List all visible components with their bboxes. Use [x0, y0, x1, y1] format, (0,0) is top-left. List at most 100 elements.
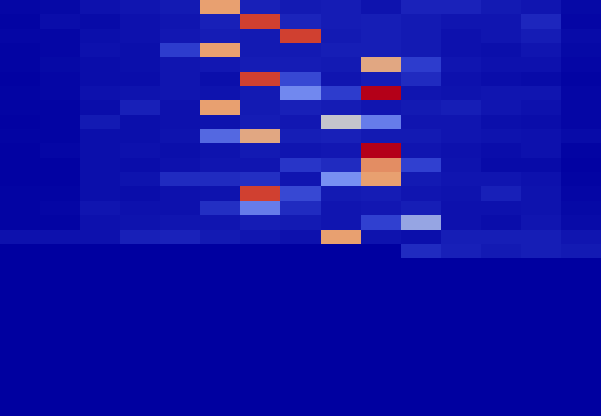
- heatmap-cell: [240, 43, 281, 58]
- heatmap-cell: [361, 301, 402, 316]
- heatmap-cell: [321, 330, 362, 345]
- heatmap-cell: [160, 129, 201, 144]
- heatmap-cell: [200, 273, 241, 288]
- heatmap-cell: [561, 330, 601, 345]
- heatmap-cell: [481, 344, 522, 359]
- heatmap-cell: [160, 244, 201, 259]
- heatmap-cell: [361, 100, 402, 115]
- heatmap-cell: [0, 100, 41, 115]
- heatmap-cell: [361, 172, 402, 187]
- heatmap-cell: [521, 186, 562, 201]
- heatmap-cell: [441, 387, 482, 402]
- heatmap-cell: [321, 14, 362, 29]
- heatmap-cell: [441, 215, 482, 230]
- heatmap-cell: [200, 115, 241, 130]
- heatmap-cell: [160, 14, 201, 29]
- heatmap-cell: [280, 330, 321, 345]
- heatmap-cell: [441, 86, 482, 101]
- heatmap-cell: [481, 387, 522, 402]
- heatmap-cell: [321, 316, 362, 331]
- heatmap-cell: [361, 143, 402, 158]
- heatmap-cell: [361, 330, 402, 345]
- heatmap-cell: [40, 316, 81, 331]
- heatmap-cell: [120, 100, 161, 115]
- heatmap-cell: [240, 287, 281, 302]
- heatmap-cell: [521, 129, 562, 144]
- heatmap-cell: [521, 230, 562, 245]
- heatmap-cell: [321, 244, 362, 259]
- heatmap-cell: [200, 316, 241, 331]
- heatmap-cell: [401, 14, 442, 29]
- heatmap-cell: [120, 387, 161, 402]
- heatmap-cell: [521, 344, 562, 359]
- heatmap-cell: [240, 373, 281, 388]
- heatmap-cell: [0, 402, 41, 416]
- heatmap-cell: [280, 301, 321, 316]
- heatmap-cell: [280, 115, 321, 130]
- heatmap-cell: [120, 29, 161, 44]
- heatmap-cell: [160, 72, 201, 87]
- heatmap-cell: [321, 158, 362, 173]
- heatmap-cell: [481, 402, 522, 416]
- heatmap-cell: [481, 201, 522, 216]
- heatmap-cell: [441, 373, 482, 388]
- heatmap-cell: [160, 273, 201, 288]
- heatmap-cell: [80, 373, 121, 388]
- heatmap-cell: [280, 172, 321, 187]
- heatmap-cell: [280, 215, 321, 230]
- heatmap-cell: [561, 14, 601, 29]
- heatmap-cell: [200, 172, 241, 187]
- heatmap-cell: [521, 29, 562, 44]
- heatmap-cell: [280, 57, 321, 72]
- heatmap-cell: [481, 316, 522, 331]
- heatmap-cell: [521, 215, 562, 230]
- heatmap-cell: [0, 86, 41, 101]
- heatmap-cell: [240, 359, 281, 374]
- heatmap-cell: [80, 359, 121, 374]
- heatmap-cell: [441, 0, 482, 15]
- heatmap-cell: [441, 29, 482, 44]
- heatmap-cell: [361, 201, 402, 216]
- heatmap-cell: [280, 72, 321, 87]
- heatmap-cell: [40, 14, 81, 29]
- heatmap-cell: [200, 158, 241, 173]
- heatmap-cell: [80, 29, 121, 44]
- heatmap-cell: [280, 402, 321, 416]
- heatmap-cell: [200, 230, 241, 245]
- heatmap-cell: [160, 201, 201, 216]
- heatmap-cell: [561, 201, 601, 216]
- heatmap-cell: [120, 244, 161, 259]
- heatmap-cell: [200, 301, 241, 316]
- heatmap-cell: [441, 172, 482, 187]
- heatmap-cell: [0, 258, 41, 273]
- heatmap-cell: [280, 344, 321, 359]
- heatmap-cell: [0, 14, 41, 29]
- heatmap-cell: [80, 43, 121, 58]
- heatmap-cell: [401, 258, 442, 273]
- heatmap-cell: [521, 143, 562, 158]
- heatmap-cell: [321, 115, 362, 130]
- heatmap-cell: [401, 143, 442, 158]
- heatmap-cell: [441, 72, 482, 87]
- heatmap-cell: [361, 186, 402, 201]
- heatmap-cell: [561, 287, 601, 302]
- heatmap-cell: [321, 100, 362, 115]
- heatmap-cell: [240, 86, 281, 101]
- heatmap-cell: [80, 186, 121, 201]
- heatmap-cell: [0, 330, 41, 345]
- heatmap-cell: [561, 273, 601, 288]
- heatmap-cell: [0, 387, 41, 402]
- heatmap-cell: [160, 158, 201, 173]
- heatmap-cell: [521, 387, 562, 402]
- heatmap-cell: [80, 14, 121, 29]
- heatmap-cell: [481, 158, 522, 173]
- heatmap-cell: [321, 387, 362, 402]
- heatmap-cell: [40, 86, 81, 101]
- heatmap-cell: [280, 373, 321, 388]
- heatmap-cell: [401, 29, 442, 44]
- heatmap-cell: [401, 287, 442, 302]
- heatmap-cell: [401, 100, 442, 115]
- heatmap-cell: [521, 359, 562, 374]
- heatmap-cell: [40, 387, 81, 402]
- heatmap-cell: [280, 129, 321, 144]
